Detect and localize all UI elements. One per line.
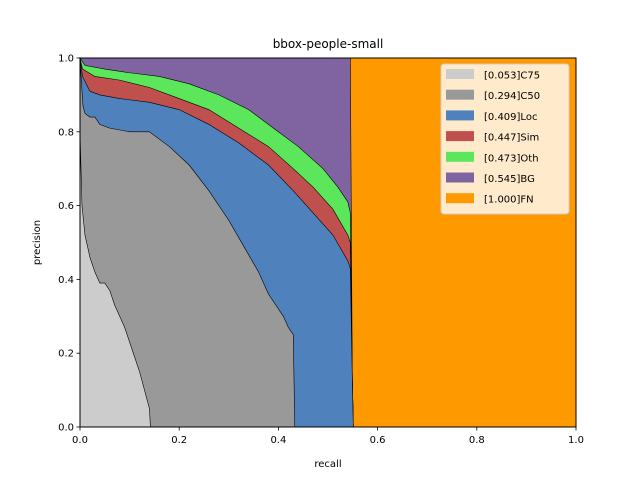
legend-label-0-294-c50: [0.294]C50 — [484, 91, 540, 102]
legend-swatch-0-409-loc — [446, 110, 474, 121]
legend-swatch-0-053-c75 — [446, 69, 474, 79]
legend-label-0-053-c75: [0.053]C75 — [484, 71, 540, 82]
y-tick-label: 0.6 — [58, 201, 74, 212]
area-0-294-c50 — [79, 57, 296, 428]
legend-swatch-0-447-sim — [446, 131, 474, 142]
plot-frame — [79, 57, 577, 428]
x-tick-label: 1.0 — [568, 435, 584, 446]
area-0-053-c75 — [79, 131, 151, 428]
y-tick-label: 0.8 — [58, 127, 74, 138]
chart-title: bbox-people-small — [273, 37, 384, 51]
legend-swatch-0-473-oth — [446, 151, 474, 162]
legend-swatch-1-000-fn — [446, 193, 474, 204]
y-axis-label: precision — [32, 220, 43, 265]
x-tick-label: 0.2 — [171, 435, 187, 446]
y-tick-label: 0.4 — [58, 275, 74, 286]
legend-swatch-0-294-c50 — [446, 89, 474, 100]
plot-area — [79, 57, 577, 428]
x-tick-label: 0.0 — [72, 435, 88, 446]
x-axis-label: recall — [314, 459, 341, 470]
legend-label-0-473-oth: [0.473]Oth — [484, 153, 539, 164]
x-tick-label: 0.4 — [270, 435, 286, 446]
legend-label-1-000-fn: [1.000]FN — [484, 195, 534, 206]
y-tick-label: 1.0 — [58, 54, 74, 65]
legend: [0.053]C75 [0.294]C50 [0.409]Loc [0.447]Sim… — [440, 63, 570, 215]
y-tick-label: 0.0 — [58, 423, 74, 434]
x-axis: 0.0 0.2 0.4 0.6 0.8 1.0 — [72, 427, 584, 446]
legend-swatch-0-545-bg — [446, 172, 474, 183]
area-series-group — [79, 57, 577, 428]
legend-label-0-545-bg: [0.545]BG — [484, 174, 535, 185]
legend-label-0-447-sim: [0.447]Sim — [484, 133, 539, 144]
x-tick-label: 0.8 — [469, 435, 485, 446]
x-tick-label: 0.6 — [370, 435, 386, 446]
y-axis: 0.0 0.2 0.4 0.6 0.8 1.0 — [58, 54, 80, 434]
y-tick-label: 0.2 — [58, 349, 74, 360]
legend-label-0-409-loc: [0.409]Loc — [484, 112, 537, 123]
